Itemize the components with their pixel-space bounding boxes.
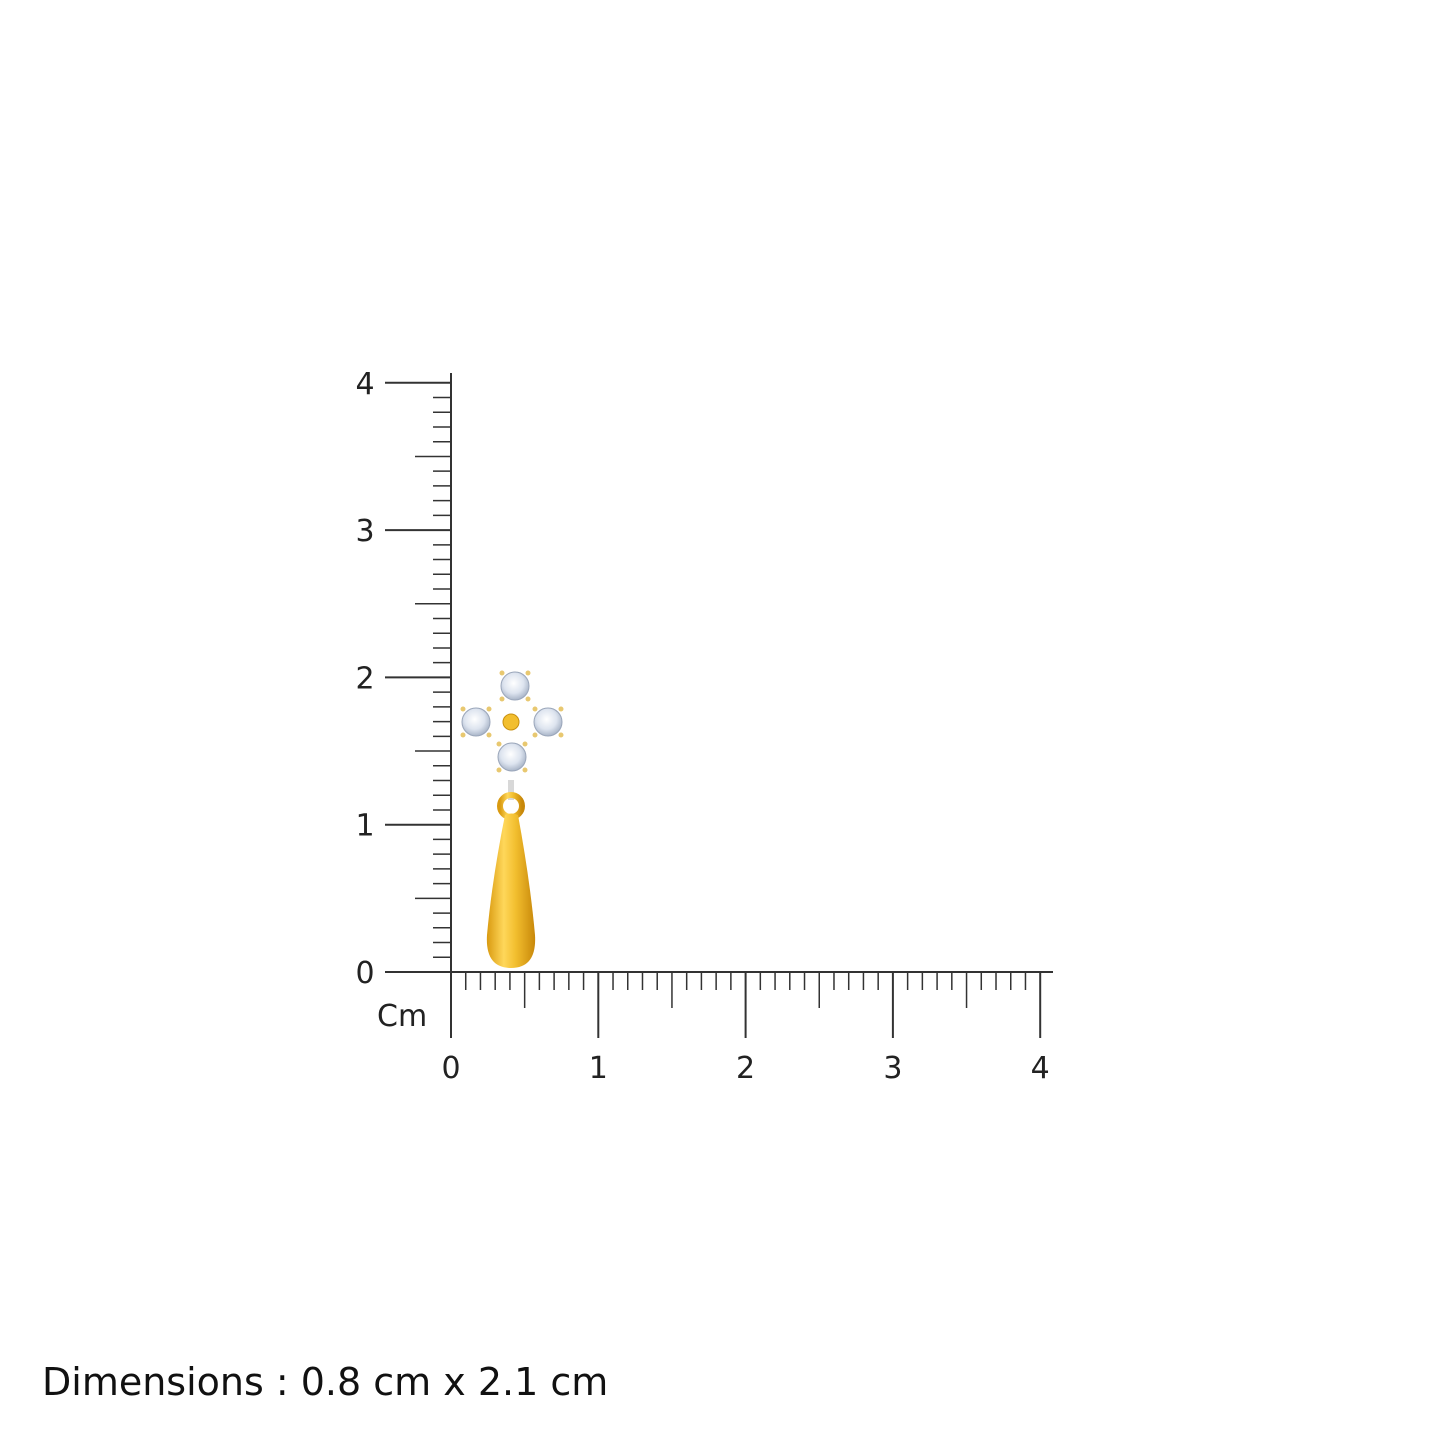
earring-drop (486, 780, 536, 968)
ruler-axes (385, 373, 1053, 1038)
y-tick-label: 2 (355, 661, 374, 696)
x-tick-label: 0 (441, 1051, 460, 1086)
diamond-stone (460, 706, 492, 738)
x-tick-label: 3 (883, 1051, 902, 1086)
dimensions-caption: Dimensions : 0.8 cm x 2.1 cm (42, 1360, 609, 1404)
earring-stones (460, 670, 564, 773)
center-gold-bead (502, 713, 520, 731)
x-tick-label: 2 (736, 1051, 755, 1086)
ruler-labels: 0 1 2 3 4 0 1 2 3 4 (355, 367, 1049, 1086)
x-tick-label: 4 (1031, 1051, 1050, 1086)
earring-image (460, 670, 564, 968)
unit-label: Cm (377, 999, 427, 1034)
y-tick-label: 3 (355, 514, 374, 549)
diamond-stone (496, 741, 528, 773)
y-tick-label: 0 (355, 956, 374, 991)
diamond-stone (532, 706, 564, 738)
y-tick-label: 4 (355, 367, 374, 402)
diamond-stone (499, 670, 531, 702)
y-tick-label: 1 (355, 809, 374, 844)
x-tick-label: 1 (589, 1051, 608, 1086)
